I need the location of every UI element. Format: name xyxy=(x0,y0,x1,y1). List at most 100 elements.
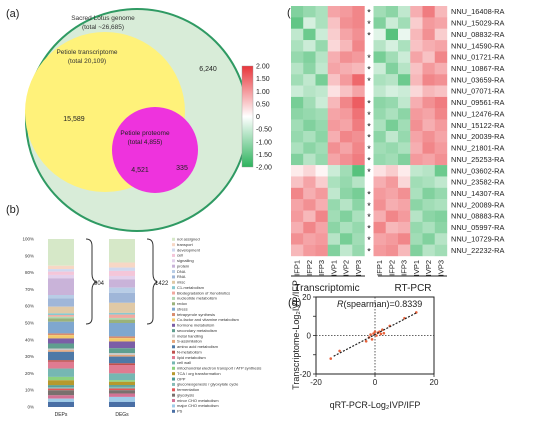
scale-tick: 1.50 xyxy=(256,76,270,83)
stacked-y-tick: 80% xyxy=(25,270,34,275)
proteome-label: Petiole proteome xyxy=(120,130,170,137)
heatmap-cell xyxy=(340,142,353,154)
deps-segment xyxy=(48,306,74,314)
heatmap-cell xyxy=(327,153,341,166)
heatmap-cell xyxy=(303,62,316,75)
column-label: IVP1 xyxy=(412,260,421,276)
degs-segment xyxy=(109,292,135,303)
heatmap-cell xyxy=(315,17,328,29)
heatmap-cell xyxy=(352,221,365,234)
heatmap-cell xyxy=(340,62,353,75)
heatmap-cell xyxy=(340,187,353,200)
deps-segment xyxy=(48,239,74,266)
significance-star: * xyxy=(367,121,371,131)
heatmap-cell xyxy=(340,233,353,245)
scatter-point xyxy=(370,338,374,341)
gene-label: NNU_20039-RA xyxy=(451,132,504,141)
significance-star: * xyxy=(367,246,371,256)
column-label: IFP1 xyxy=(293,260,302,276)
gene-label: NNU_03659-RA xyxy=(451,75,504,84)
heatmap-cell xyxy=(398,108,411,120)
transcriptomic-group-label: Transcriptomic xyxy=(294,283,359,294)
heatmap-cell xyxy=(327,221,341,234)
legend-swatch xyxy=(172,264,175,268)
legend-label: minor CHO metabolism xyxy=(177,398,219,403)
heatmap-cell xyxy=(410,108,423,120)
heatmap-cell xyxy=(434,62,448,75)
legend-swatch xyxy=(172,361,175,365)
heatmap-cell xyxy=(398,221,411,234)
heatmap-cell xyxy=(340,40,353,52)
heatmap-cell xyxy=(385,28,399,41)
heatmap-cell xyxy=(422,176,435,189)
heatmap-cell xyxy=(315,119,328,132)
legend-swatch xyxy=(172,286,175,290)
degs-segment xyxy=(109,373,135,381)
heatmap-cell xyxy=(303,51,316,64)
heatmap-cell xyxy=(410,62,423,75)
heatmap-cell xyxy=(398,233,411,245)
scatter-point xyxy=(329,357,333,360)
heatmap-cell xyxy=(385,17,399,29)
heatmap-cell xyxy=(340,6,353,18)
deps-segment xyxy=(48,390,74,396)
degs-segment xyxy=(109,323,135,337)
heatmap-cell xyxy=(373,108,386,120)
deps-segment xyxy=(48,348,74,351)
gene-label: NNU_15029-RA xyxy=(451,19,504,28)
heatmap-cell xyxy=(303,221,316,234)
heatmap-cell xyxy=(352,40,365,52)
scatter-y-axis-label: Transcriptome-Log₂IVP/IFP xyxy=(291,280,301,390)
significance-star: * xyxy=(367,235,371,245)
heatmap-cell xyxy=(340,17,353,29)
heatmap-cell xyxy=(340,244,353,257)
heatmap-cell xyxy=(327,28,341,41)
color-scale-ticks: 2.00 1.50 1.00 0.50 0 -0.50 -1.00 -1.50 -2.00 xyxy=(256,64,272,172)
heatmap-cell xyxy=(340,28,353,41)
gene-label: NNU_16408-RA xyxy=(451,7,504,16)
heatmap-cell xyxy=(303,244,316,257)
deps-segment xyxy=(48,313,74,316)
deps-segment xyxy=(48,398,74,402)
degs-segment xyxy=(109,314,135,318)
heatmap-cell xyxy=(385,199,399,211)
legend-label: lipid metabolism xyxy=(177,355,206,360)
legend-swatch xyxy=(172,356,175,360)
heatmap-cell xyxy=(410,187,423,200)
heatmap-cell xyxy=(422,233,435,245)
legend-swatch xyxy=(172,296,175,300)
heatmap-cell xyxy=(410,85,423,98)
heatmap-cell xyxy=(373,165,386,177)
stacked-y-tick: 20% xyxy=(25,371,34,376)
heatmap-cell xyxy=(291,119,304,132)
heatmap-cell xyxy=(315,142,328,154)
legend-label: signalling xyxy=(177,258,194,263)
scale-tick: -1.00 xyxy=(256,139,272,146)
heatmap-cell xyxy=(303,176,316,189)
count-overlap: 4,521 xyxy=(131,167,149,174)
scale-tick: 0.50 xyxy=(256,101,270,108)
heatmap-cell xyxy=(422,51,435,64)
significance-star: * xyxy=(367,155,371,165)
heatmap-cell xyxy=(352,142,365,154)
heatmap-cell xyxy=(410,233,423,245)
legend-label: OPP xyxy=(177,376,186,381)
heatmap-cell xyxy=(373,131,386,143)
legend-swatch xyxy=(172,280,175,284)
genome-total: (total ~26,685) xyxy=(82,24,124,31)
heatmap-cell xyxy=(352,210,365,223)
column-label: IFP2 xyxy=(387,260,396,276)
heatmap-cell xyxy=(340,85,353,98)
deps-segment xyxy=(48,298,74,307)
heatmap-cell xyxy=(385,176,399,189)
spearman-value: (spearman)=0.8339 xyxy=(344,299,423,309)
legend-swatch xyxy=(172,366,175,370)
count-proteome-only: 335 xyxy=(176,165,188,172)
heatmap-cell xyxy=(303,40,316,52)
scatter-points xyxy=(329,311,418,360)
heatmap-cell xyxy=(422,131,435,143)
legend-swatch xyxy=(172,350,175,354)
gene-label: NNU_12476-RA xyxy=(451,109,504,118)
legend-label: Co-factor and vitamine metabolism xyxy=(177,317,239,322)
heatmap-cell xyxy=(315,108,328,120)
